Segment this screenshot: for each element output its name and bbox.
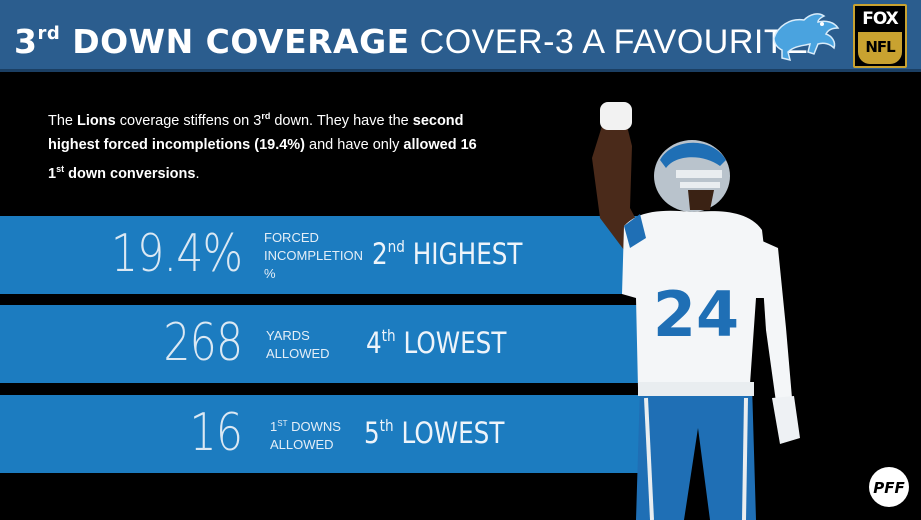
title-light: COVER-3 A FAVOURITE	[409, 23, 809, 61]
rank-sup: th	[381, 326, 396, 345]
jersey-number: 24	[653, 278, 739, 351]
intro-text: The	[48, 113, 78, 129]
rank-text: HIGHEST	[404, 237, 523, 271]
desc-sup: st	[277, 419, 288, 428]
stat-desc-line: INCOMPLETION	[264, 248, 363, 263]
stat-rank: 2nd HIGHEST	[372, 237, 523, 271]
rank-text: LOWEST	[395, 326, 507, 360]
stat-value: 16	[189, 403, 242, 463]
player-photo: 24	[592, 102, 800, 520]
stat-desc-line: 1st DOWNS	[270, 415, 341, 436]
stat-desc-line: YARDS	[266, 328, 310, 343]
intro-text: and have only	[305, 137, 404, 153]
rank-number: 5	[364, 416, 380, 450]
rank-text: LOWEST	[393, 416, 505, 450]
desc-number: 1	[270, 419, 278, 434]
intro-highlight: second highest forced incompletions (19.…	[48, 113, 464, 153]
header-bar: 3rd DOWN COVERAGE COVER-3 A FAVOURITE FO…	[0, 0, 921, 72]
stat-desc-line: ALLOWED	[266, 346, 330, 361]
stat-description: 1st DOWNS ALLOWED	[270, 415, 341, 454]
stat-description: YARDS ALLOWED	[266, 327, 330, 363]
page-title: 3rd DOWN COVERAGE COVER-3 A FAVOURITE	[14, 14, 808, 62]
stat-desc-line: FORCED	[264, 230, 319, 245]
rank-number: 4	[366, 326, 382, 360]
pff-logo-text: PFF	[873, 479, 905, 497]
stat-band-first-downs-allowed: 16 1st DOWNS ALLOWED 5th LOWEST	[0, 395, 650, 473]
fox-logo-text: FOX	[862, 9, 899, 29]
intro-sup: rd	[261, 111, 271, 121]
intro-highlight: allowed 16 1	[48, 137, 477, 182]
intro-text: coverage stiffens on 3	[115, 113, 262, 129]
title-sup: rd	[37, 23, 61, 44]
intro-highlight: down conversions	[64, 166, 196, 182]
fox-nfl-logo: FOX NFL	[853, 4, 907, 68]
stat-rank: 4th LOWEST	[366, 326, 506, 360]
rank-sup: nd	[387, 237, 405, 256]
stat-desc-line: ALLOWED	[270, 437, 334, 452]
intro-team: Lions	[77, 113, 116, 129]
desc-text: DOWNS	[287, 419, 341, 434]
stat-rank: 5th LOWEST	[364, 416, 504, 450]
stat-desc-line: %	[264, 266, 276, 281]
pff-logo-icon: PFF	[869, 467, 909, 507]
stat-band-yards-allowed: 268 YARDS ALLOWED 4th LOWEST	[0, 305, 650, 383]
stat-band-forced-incompletion: 19.4% FORCED INCOMPLETION % 2nd HIGHEST	[0, 216, 650, 294]
intro-text: down. They have the	[270, 113, 413, 129]
nfl-logo-text: NFL	[858, 32, 902, 64]
intro-sup: st	[56, 164, 65, 174]
intro-text: .	[195, 166, 200, 182]
stat-description: FORCED INCOMPLETION %	[264, 229, 363, 283]
intro-paragraph: The Lions coverage stiffens on 3rd down.…	[48, 104, 488, 186]
stat-value: 19.4%	[110, 224, 243, 284]
title-bold-prefix: 3	[14, 22, 38, 61]
title-bold-rest: DOWN COVERAGE	[60, 22, 410, 61]
stat-value: 268	[163, 313, 243, 373]
rank-sup: th	[379, 416, 394, 435]
rank-number: 2	[372, 237, 388, 271]
lions-logo-icon	[773, 13, 840, 62]
